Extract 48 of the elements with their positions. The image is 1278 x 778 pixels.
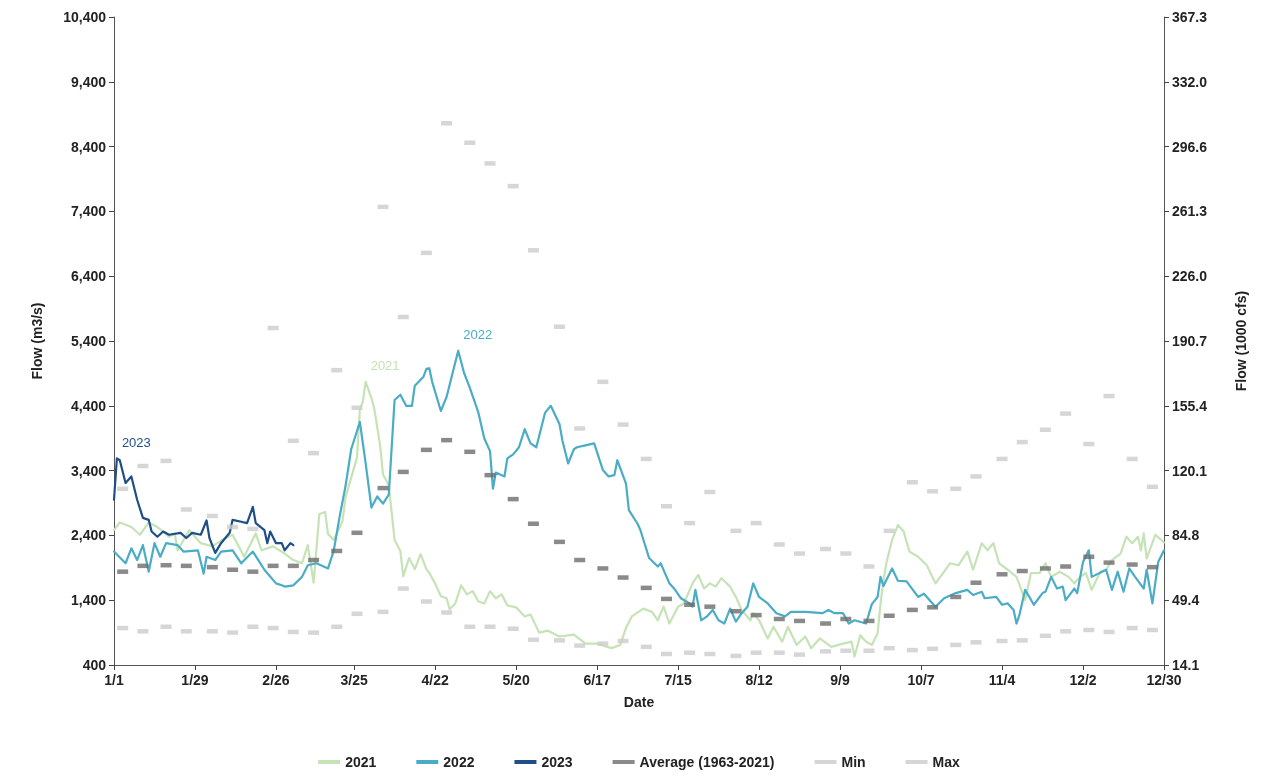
x-tick-label: 7/15 [664,672,692,688]
x-tick-label: 1/29 [181,672,209,688]
y-tick-label: 5,400 [70,333,107,349]
x-tick-label: 4/22 [421,672,449,688]
x-tick-label: 10/7 [907,672,935,688]
y2-tick-label: 367.3 [1172,9,1208,25]
x-tick-label: 11/4 [988,672,1016,688]
legend-label: Average (1963-2021) [639,754,775,770]
legend-label: 2022 [443,754,475,770]
y2-tick-label: 14.1 [1172,657,1200,673]
y2-tick-label: 332.0 [1172,73,1208,90]
legend-label: 2021 [345,754,377,770]
x-tick-label: 1/1 [104,672,124,688]
y2-tick-label: 49.4 [1172,592,1200,609]
y-tick-label: 10,400 [63,9,107,25]
y2-tick-label: 261.3 [1172,203,1208,220]
x-axis-title: Date [623,694,655,710]
x-tick-label: 8/12 [745,672,773,688]
x-tick-label: 12/2 [1069,672,1097,688]
y-tick-label: 4,400 [70,397,107,414]
x-tick-label: 5/20 [502,672,530,688]
y-tick-label: 8,400 [70,138,107,155]
annotation: 2022 [463,327,493,343]
annotation: 2023 [121,434,151,450]
annotation: 2021 [370,358,400,374]
y-tick-label: 3,400 [70,462,107,479]
y2-tick-label: 84.8 [1172,527,1200,544]
y-tick-label: 7,400 [70,203,107,220]
x-tick-label: 2/26 [262,672,290,688]
x-tick-label: 12/30 [1146,672,1182,688]
y2-tick-label: 155.4 [1172,397,1208,414]
y-axis-title: Flow (m3/s) [29,302,45,380]
y-tick-label: 6,400 [70,268,107,285]
x-tick-label: 9/9 [830,672,850,688]
y-tick-label: 9,400 [70,73,107,90]
x-tick-label: 6/17 [583,672,611,688]
legend-label: Max [932,754,961,770]
y-tick-label: 2,400 [70,527,107,544]
y-tick-label: 1,400 [70,592,107,609]
y2-tick-label: 226.0 [1172,268,1208,285]
y2-tick-label: 120.1 [1172,462,1208,479]
legend-label: 2023 [541,754,573,770]
y2-axis-title: Flow (1000 cfs) [1233,290,1249,392]
x-tick-label: 3/25 [340,672,368,688]
y2-tick-label: 296.6 [1172,138,1208,155]
y-tick-label: 400 [82,657,107,673]
legend-label: Min [841,754,866,770]
y2-tick-label: 190.7 [1172,333,1208,349]
